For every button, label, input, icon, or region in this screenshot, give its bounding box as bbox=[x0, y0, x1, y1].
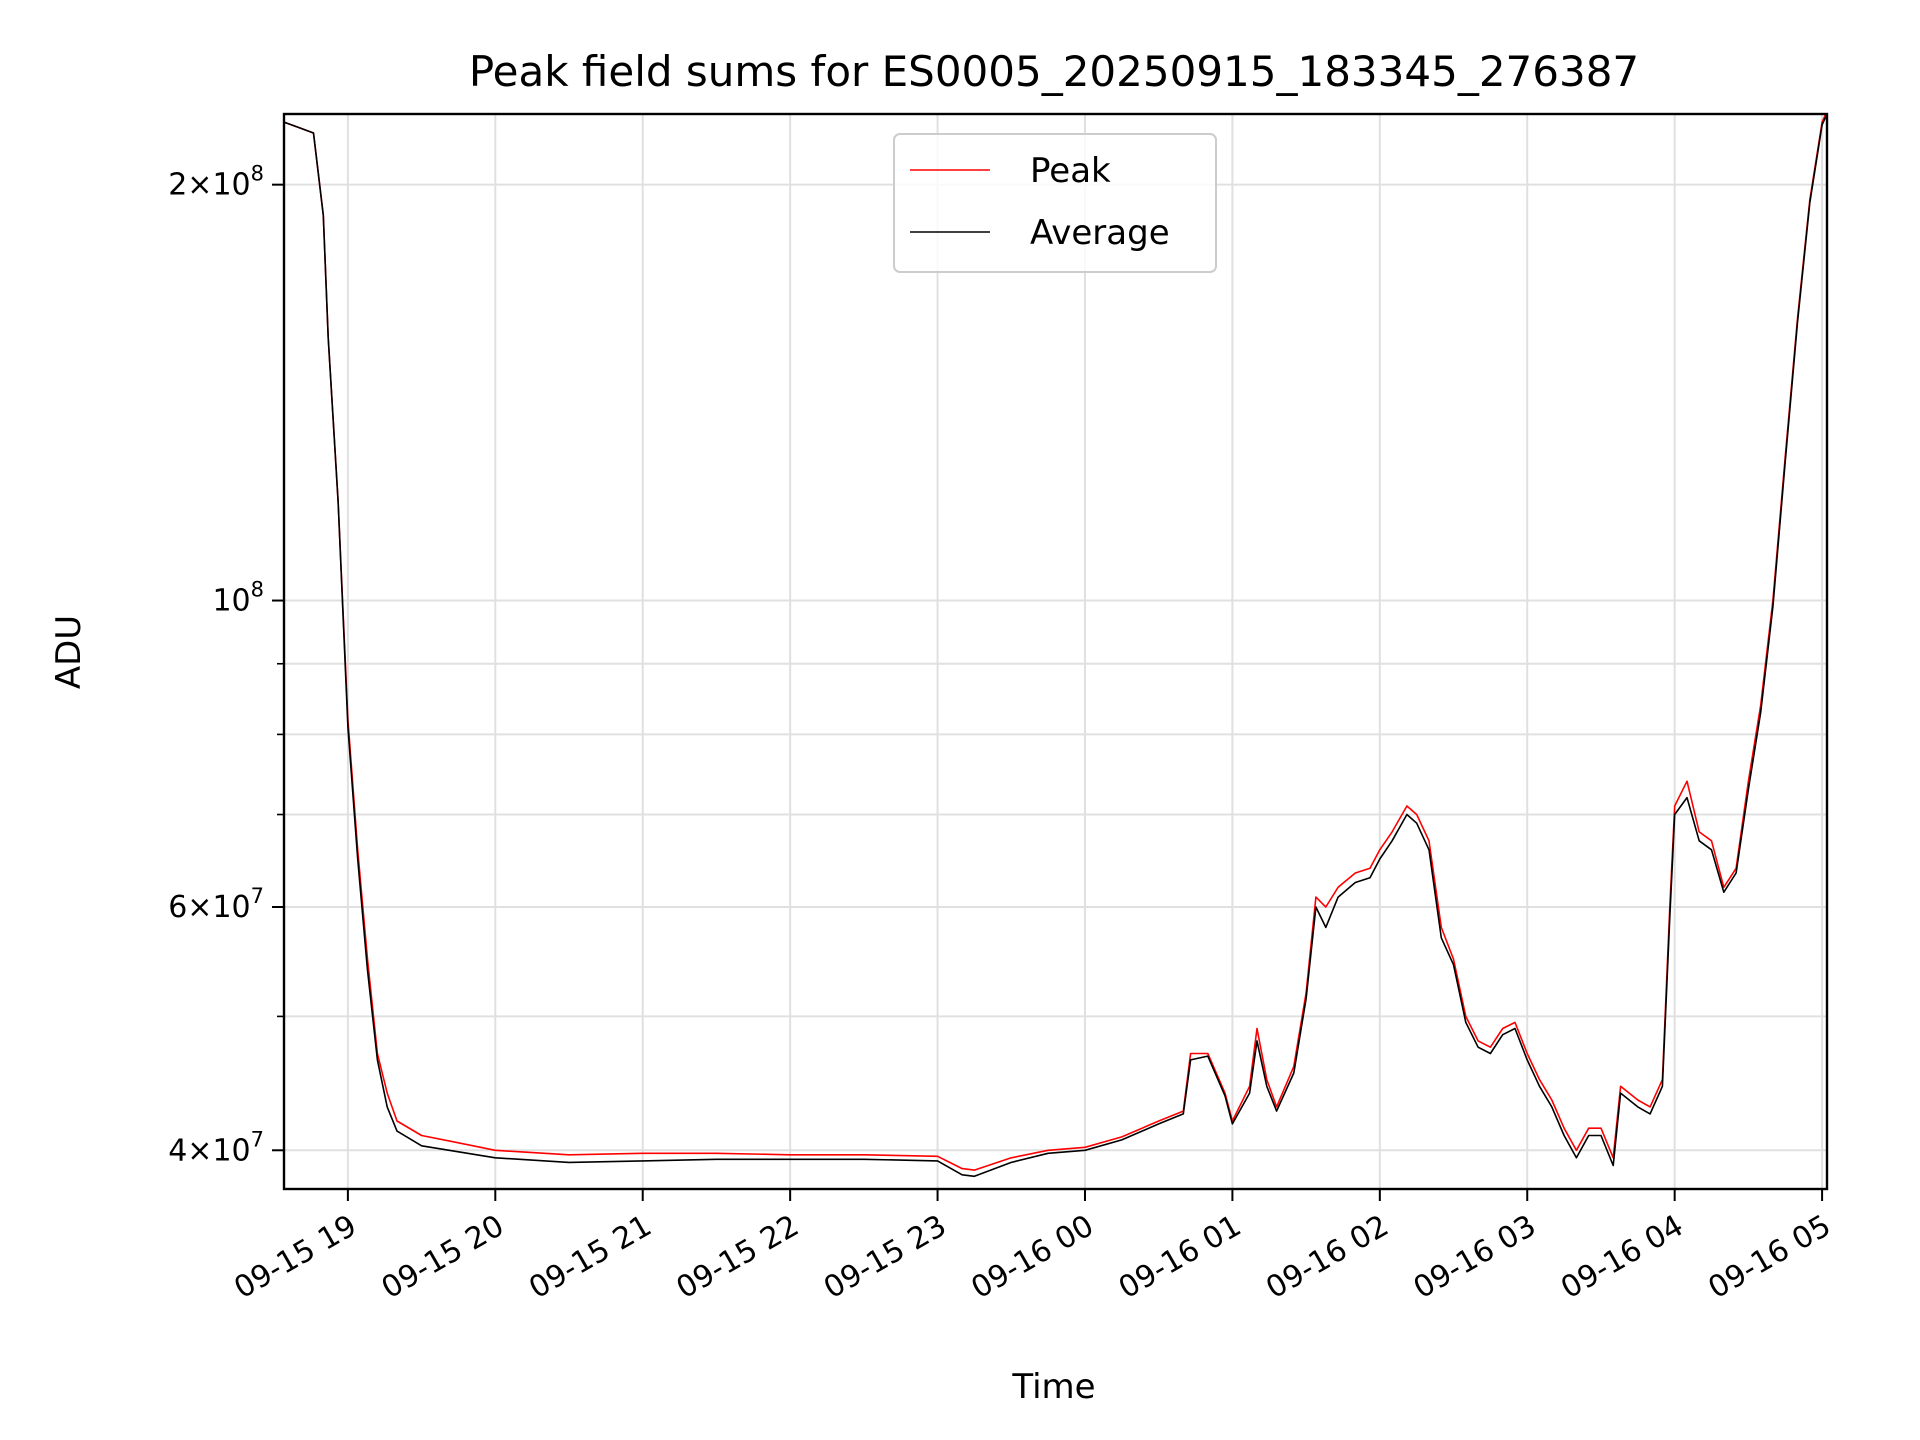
y-axis-label: ADU bbox=[49, 615, 89, 689]
y-tick-label: 108 bbox=[212, 578, 264, 619]
y-tick-label: 4×107 bbox=[168, 1127, 264, 1168]
grid bbox=[284, 114, 1827, 1189]
chart-title: Peak field sums for ES0005_20250915_1833… bbox=[469, 47, 1639, 96]
legend: Peak Average bbox=[893, 133, 1217, 273]
legend-box bbox=[893, 133, 1217, 273]
y-tick-label: 2×108 bbox=[168, 162, 264, 203]
y-axis: 4×107 6×107 108 2×108 bbox=[168, 162, 284, 1168]
x-axis-label: Time bbox=[1011, 1367, 1095, 1407]
y-tick-label: 6×107 bbox=[168, 884, 264, 925]
legend-label-peak: Peak bbox=[1030, 151, 1111, 191]
legend-label-average: Average bbox=[1030, 213, 1170, 253]
series-layer bbox=[284, 114, 1827, 1178]
series-line-average bbox=[284, 114, 1827, 1178]
plot-frame bbox=[282, 112, 1829, 1191]
